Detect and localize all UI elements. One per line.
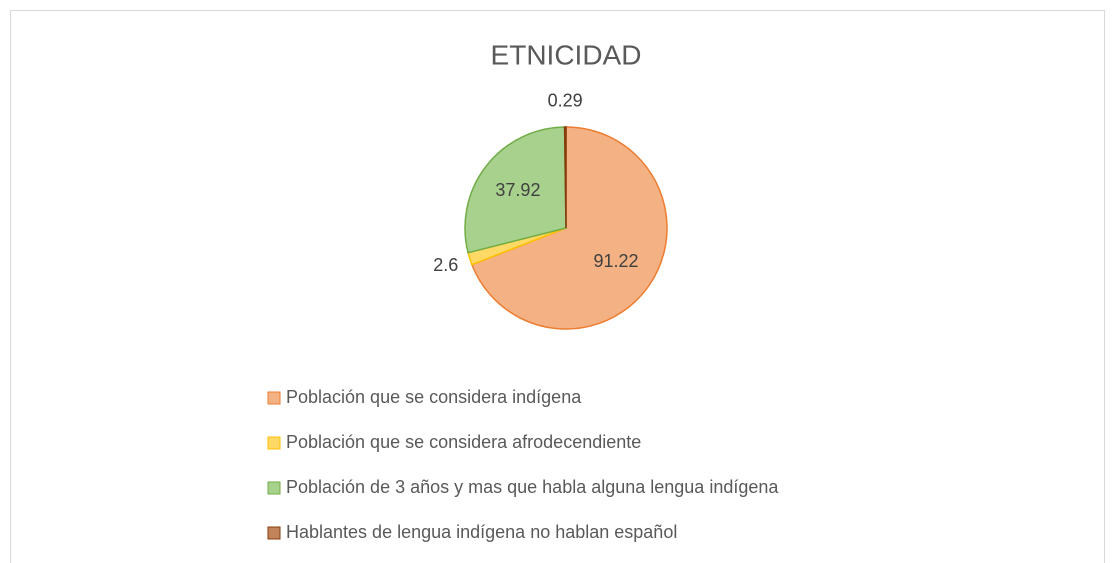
data-label: 2.6 bbox=[433, 255, 458, 275]
legend-swatch bbox=[267, 526, 281, 540]
legend-swatch bbox=[267, 391, 281, 405]
legend-label: Población de 3 años y mas que habla algu… bbox=[286, 477, 779, 497]
data-label: 91.22 bbox=[594, 251, 639, 271]
data-label: 37.92 bbox=[495, 180, 540, 200]
data-label: 0.29 bbox=[548, 91, 583, 111]
legend-label: Población que se considera afrodecendien… bbox=[286, 432, 641, 452]
legend-label: Hablantes de lengua indígena no hablan e… bbox=[286, 522, 677, 542]
pie-slice bbox=[470, 126, 668, 330]
pie-slice bbox=[563, 126, 567, 229]
legend-swatch bbox=[267, 436, 281, 450]
pie-slice bbox=[464, 126, 567, 254]
legend-swatch bbox=[267, 481, 281, 495]
chart-title: ETNICIDAD bbox=[491, 39, 642, 70]
legend-label: Población que se considera indígena bbox=[286, 387, 582, 407]
